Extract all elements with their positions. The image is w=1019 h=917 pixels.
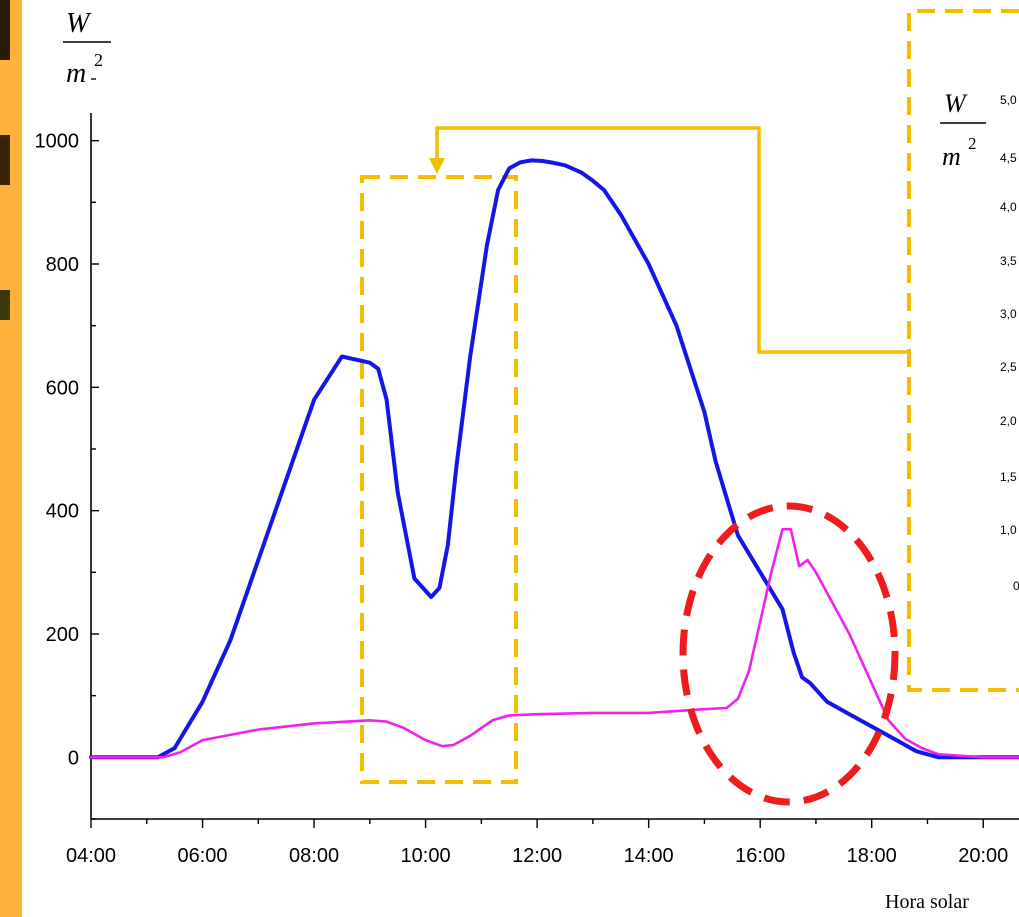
- inset-tick-label: 3,5: [1000, 254, 1017, 268]
- series-line-1: [89, 158, 1019, 760]
- inset-tick-label: 0: [1013, 579, 1019, 593]
- series-layer: [89, 158, 1019, 760]
- x-tick-label: 12:00: [512, 845, 562, 867]
- inset-tick-label: 4,5: [1000, 151, 1017, 165]
- inset-tick-label: 1,5: [1000, 470, 1017, 484]
- inset-unit-denominator: m: [942, 142, 961, 171]
- y-tick-label: 600: [46, 377, 79, 399]
- highlight-box-dip: [360, 175, 518, 784]
- inset-axis: W m 2 5,0 4,5 4,0 3,5 3,0 2,5 2,0 1,5 1,0 0: [940, 89, 1019, 593]
- x-tick-label: 14:00: [624, 845, 674, 867]
- connector-line: [435, 126, 909, 354]
- highlight-ellipse: [679, 502, 899, 806]
- inset-tick-label: 4,0: [1000, 200, 1017, 214]
- x-tick-label: 20:00: [958, 845, 1008, 867]
- inset-unit-exponent: 2: [968, 134, 977, 153]
- inset-tick-label: 3,0: [1000, 307, 1017, 321]
- y-unit-label: W m 2: [63, 8, 111, 89]
- x-tick-label: 08:00: [289, 845, 339, 867]
- connector-arrowhead: [429, 158, 445, 174]
- left-border-strip: [0, 0, 22, 917]
- inset-unit-numerator: W: [944, 89, 968, 118]
- x-tick-label: 10:00: [401, 845, 451, 867]
- y-unit-exponent: 2: [94, 50, 103, 70]
- inset-tick-labels: 5,0 4,5 4,0 3,5 3,0 2,5 2,0 1,5 1,0 0: [1000, 93, 1019, 593]
- inset-tick-label: 2,5: [1000, 360, 1017, 374]
- x-tick-label: 06:00: [177, 845, 227, 867]
- y-tick-label: 200: [46, 624, 79, 646]
- x-tick-label: 04:00: [66, 845, 116, 867]
- y-ticks: 0 200 400 600 800 1000: [35, 78, 99, 820]
- y-tick-label: 800: [46, 254, 79, 276]
- y-unit-numerator: W: [66, 8, 92, 39]
- x-tick-label: 18:00: [847, 845, 897, 867]
- y-tick-label: 1000: [35, 131, 80, 153]
- y-tick-label: 400: [46, 501, 79, 523]
- x-tick-label: 16:00: [735, 845, 785, 867]
- y-unit-denominator: m: [66, 58, 86, 89]
- x-axis-label: Hora solar: [885, 891, 969, 913]
- inset-tick-label: 5,0: [1000, 93, 1017, 107]
- inset-tick-label: 1,0: [1000, 523, 1017, 537]
- inset-tick-label: 2,0: [1000, 414, 1017, 428]
- y-tick-label: 0: [68, 747, 79, 769]
- x-ticks: 04:00 06:00 08:00 10:00 12:00 14:00 16:00 18:00…: [66, 819, 1008, 867]
- series-line-2: [89, 527, 1019, 759]
- annotation-layer: [360, 9, 1019, 784]
